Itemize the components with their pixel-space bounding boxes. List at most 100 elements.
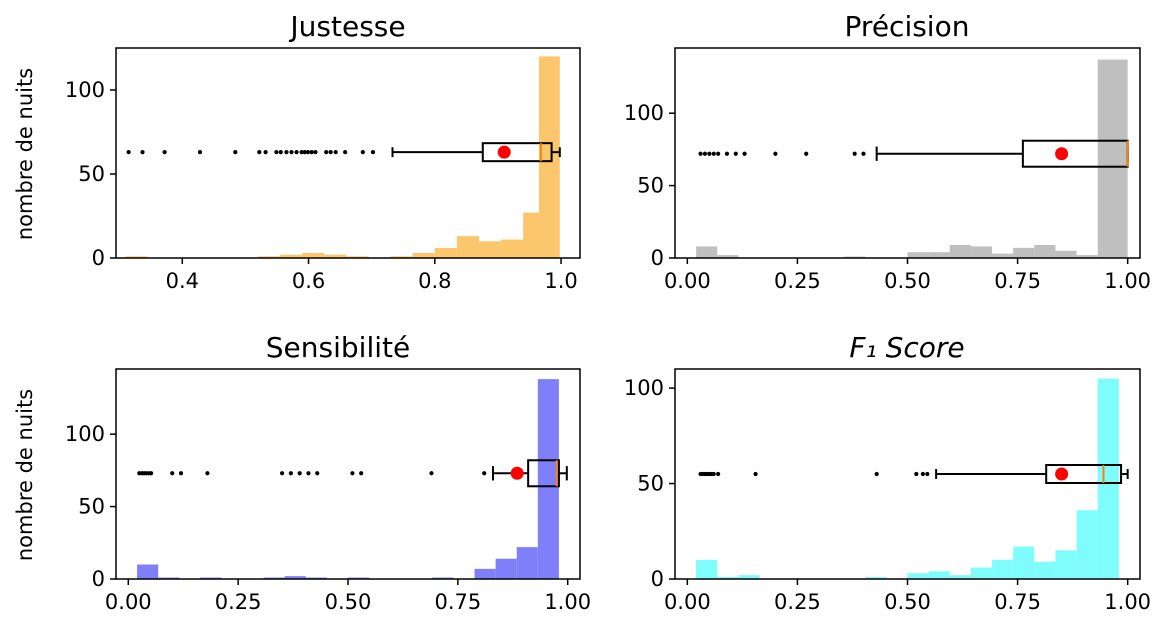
outlier-point [920, 471, 926, 477]
y-tick-label: 50 [78, 162, 105, 186]
outlier-point [313, 150, 318, 155]
x-tick-label: 0.75 [994, 269, 1041, 293]
x-tick-label: 0.6 [292, 269, 325, 293]
histogram-bar [474, 568, 496, 579]
outlier-point [297, 471, 302, 476]
boxplot-box [481, 142, 553, 163]
panel-title: Précision [845, 10, 970, 43]
outlier-point [315, 471, 320, 476]
outlier-point [289, 150, 294, 155]
histogram-bar [1013, 546, 1035, 579]
outlier-point [707, 151, 712, 156]
outlier-point [279, 471, 285, 476]
outlier-point [328, 150, 333, 155]
outlier-point [178, 471, 184, 476]
outlier-point [482, 471, 487, 476]
panel-precision: Précision 0.00 0.25 0.50 0.75 1.00 0 50 100 [624, 10, 1151, 293]
histogram-bar [538, 56, 560, 259]
outlier-point [370, 150, 376, 155]
outlier-point [874, 471, 879, 477]
boxplot-box [1045, 464, 1123, 484]
outlier-point [343, 150, 348, 155]
histogram-bar [970, 567, 993, 579]
outlier-point [852, 151, 857, 156]
histogram-bar [390, 256, 413, 258]
x-tick-label: 0.50 [884, 590, 931, 614]
boxplot-box [527, 459, 560, 488]
histogram-bar [1034, 244, 1056, 258]
x-tick-label: 0.75 [994, 590, 1041, 614]
outlier-point [299, 150, 304, 155]
y-tick-label: 0 [92, 567, 105, 591]
mean-marker [510, 466, 524, 480]
histogram-bar [717, 255, 739, 258]
outlier-point [724, 151, 730, 156]
histogram-bar [1055, 550, 1077, 579]
x-tick-label: 0.00 [664, 269, 711, 293]
histogram-bar [1055, 250, 1077, 258]
histogram-bar [346, 256, 369, 258]
outlier-point [804, 151, 809, 156]
x-tick-label: 1.00 [1104, 590, 1151, 614]
outlier-point [263, 150, 268, 155]
outlier-point [773, 151, 778, 156]
outlier-point [288, 471, 293, 476]
x-tick-label: 1.00 [544, 590, 591, 614]
outlier-point [149, 471, 154, 476]
histogram-bar [324, 254, 347, 258]
histogram-bar [456, 236, 479, 258]
histogram-bar [137, 564, 159, 579]
histogram-bar [907, 252, 929, 258]
y-tick-label: 100 [624, 376, 664, 400]
histogram-bar [258, 256, 281, 258]
x-tick-label: 1.0 [544, 269, 577, 293]
histogram-bar [1097, 59, 1128, 258]
y-tick-label: 100 [624, 101, 664, 125]
outlier-point [359, 471, 364, 476]
outlier-point [126, 150, 131, 155]
histogram-bar [302, 252, 325, 258]
x-tick-label: 0.75 [434, 590, 481, 614]
outlier-point [233, 150, 238, 155]
panel-f1-score: F₁ Score 0.00 0.25 0.50 0.75 1.00 0 50 100 [624, 331, 1151, 614]
histogram-bar [284, 576, 306, 579]
panel-title: F₁ Score [849, 331, 964, 364]
outlier-point [170, 471, 175, 476]
y-tick-label: 50 [78, 495, 105, 519]
outlier-point [284, 150, 289, 155]
histogram-bar [125, 256, 148, 258]
histogram-bar [280, 254, 303, 258]
histogram-bar [478, 241, 502, 258]
outlier-point [302, 150, 307, 155]
histogram-bar [928, 252, 950, 258]
outlier-point [333, 150, 338, 155]
outlier-point [733, 151, 738, 156]
histogram-bar [501, 239, 524, 258]
histogram-bar [1013, 247, 1035, 258]
histogram-bar [865, 577, 887, 579]
outlier-point [278, 150, 283, 155]
outlier-point [350, 471, 355, 476]
outlier-point [197, 150, 203, 155]
histogram-bar [992, 253, 1014, 258]
histogram-bar [907, 573, 929, 579]
mean-marker [1055, 147, 1069, 161]
histogram-bar [523, 212, 539, 258]
histogram-bar [1076, 510, 1098, 579]
histogram-bar [949, 575, 971, 579]
histogram-bar [537, 379, 559, 579]
x-tick-label: 0.50 [325, 590, 372, 614]
histogram-bar [1097, 378, 1119, 579]
outlier-point [753, 471, 758, 477]
outlier-point [305, 150, 311, 155]
outlier-point [716, 471, 721, 477]
outlier-point [702, 151, 708, 156]
histogram-bar [495, 558, 517, 579]
y-tick-label: 0 [651, 246, 664, 270]
outlier-point [274, 150, 279, 155]
histogram-bar [738, 575, 760, 579]
y-tick-label: 0 [651, 567, 664, 591]
outlier-point [257, 150, 262, 155]
outlier-point [294, 150, 299, 155]
histogram-bar [434, 247, 457, 258]
